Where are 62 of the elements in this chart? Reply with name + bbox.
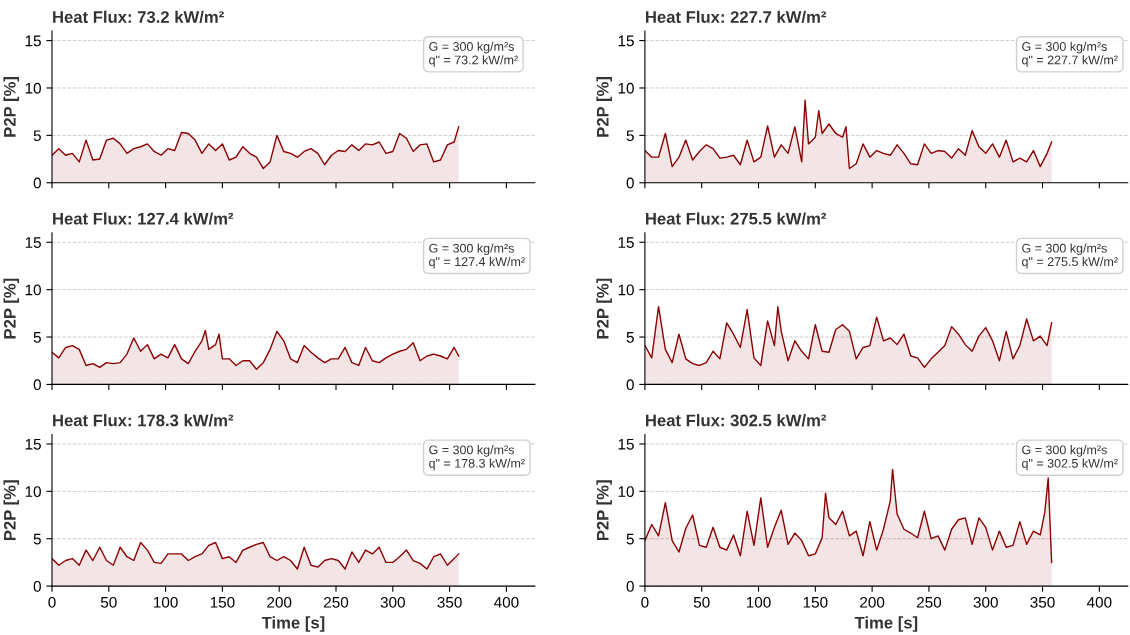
x-tick-label: 0 xyxy=(641,596,649,608)
annotation: G = 300 kg/m²s q" = 127.4 kW/m² xyxy=(429,243,525,269)
chart-title: Heat Flux: 73.2 kW/m² xyxy=(53,10,224,24)
x-tick-label: 50 xyxy=(100,596,117,608)
y-tick-label: 5 xyxy=(33,332,41,343)
y-axis-title: P2P [%] xyxy=(3,76,20,137)
y-tick-label: 5 xyxy=(33,130,41,142)
y-tick-label: 5 xyxy=(626,332,634,343)
x-tick-label: 350 xyxy=(1030,596,1055,608)
y-axis-title: P2P [%] xyxy=(596,76,612,137)
x-tick-label: 350 xyxy=(437,596,462,608)
x-tick-label: 250 xyxy=(324,596,349,608)
y-tick-label: 15 xyxy=(25,438,41,450)
annotation: G = 300 kg/m²s q" = 178.3 kW/m² xyxy=(429,445,525,471)
annotation: G = 300 kg/m²s q" = 302.5 kW/m² xyxy=(1022,445,1118,471)
chart-title: Heat Flux: 227.7 kW/m² xyxy=(646,10,827,24)
x-tick-label: 400 xyxy=(1086,596,1112,608)
y-tick-label: 15 xyxy=(25,237,41,248)
x-tick-label: 200 xyxy=(267,596,292,608)
x-tick-label: 0 xyxy=(48,596,56,608)
y-axis-title: P2P [%] xyxy=(596,480,612,541)
x-tick-label: 100 xyxy=(746,596,771,608)
x-tick-label: 400 xyxy=(494,596,519,608)
y-tick-label: 10 xyxy=(618,82,634,94)
x-tick-label: 50 xyxy=(693,596,710,608)
chart-title: Heat Flux: 275.5 kW/m² xyxy=(646,212,827,225)
y-tick-label: 10 xyxy=(25,82,41,94)
annotation: G = 300 kg/m²s q" = 73.2 kW/m² xyxy=(429,41,518,67)
y-tick-label: 0 xyxy=(33,580,41,592)
y-tick-label: 5 xyxy=(626,130,634,142)
chart-title: Heat Flux: 127.4 kW/m² xyxy=(53,212,234,225)
y-tick-label: 5 xyxy=(33,533,41,545)
y-tick-label: 0 xyxy=(626,379,634,391)
y-tick-label: 10 xyxy=(618,486,634,498)
y-tick-label: 5 xyxy=(626,533,634,545)
y-axis-title: P2P [%] xyxy=(3,480,20,541)
x-tick-label: 150 xyxy=(210,596,235,608)
y-tick-label: 0 xyxy=(33,177,41,189)
y-tick-label: 10 xyxy=(25,486,41,498)
x-tick-label: 100 xyxy=(154,596,178,608)
annotation: G = 300 kg/m²s q" = 227.7 kW/m² xyxy=(1022,41,1118,67)
chart-title: Heat Flux: 302.5 kW/m² xyxy=(646,414,827,427)
x-tick-label: 250 xyxy=(916,596,942,608)
y-tick-label: 15 xyxy=(618,35,634,47)
y-axis-title: P2P [%] xyxy=(3,278,20,339)
y-axis-title: P2P [%] xyxy=(596,278,612,339)
y-tick-label: 15 xyxy=(618,237,634,248)
x-tick-label: 300 xyxy=(380,596,405,608)
y-tick-label: 10 xyxy=(618,284,634,296)
x-tick-label: 300 xyxy=(973,596,998,608)
y-tick-label: 0 xyxy=(33,379,41,391)
y-tick-label: 15 xyxy=(618,438,634,450)
y-tick-label: 10 xyxy=(25,284,41,296)
annotation: G = 300 kg/m²s q" = 275.5 kW/m² xyxy=(1022,243,1118,269)
y-tick-label: 0 xyxy=(626,580,634,592)
x-tick-label: 200 xyxy=(860,596,885,608)
x-axis-title: Time [s] xyxy=(261,616,325,632)
y-tick-label: 15 xyxy=(25,35,41,47)
x-axis-title: Time [s] xyxy=(854,616,918,632)
y-tick-label: 0 xyxy=(626,177,634,189)
chart-title: Heat Flux: 178.3 kW/m² xyxy=(53,414,234,427)
x-tick-label: 150 xyxy=(803,596,828,608)
